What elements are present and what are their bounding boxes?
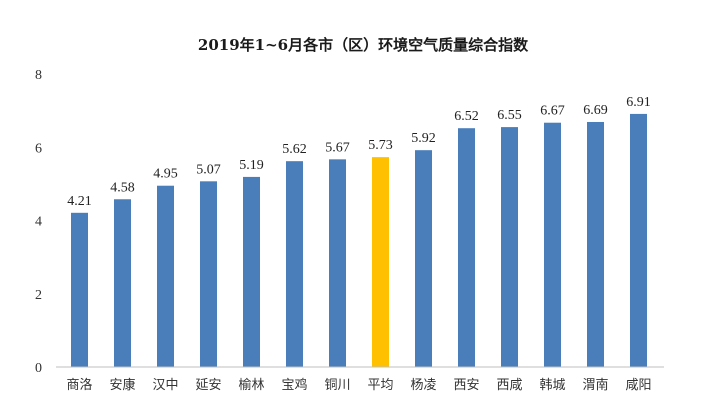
x-tick-label: 杨凌 bbox=[410, 378, 436, 393]
x-tick-label: 商洛 bbox=[66, 378, 92, 393]
data-label: 5.62 bbox=[282, 142, 307, 157]
data-label: 6.67 bbox=[540, 104, 565, 119]
x-tick-label: 西咸 bbox=[496, 378, 522, 393]
data-label: 6.91 bbox=[626, 95, 651, 110]
data-label: 4.21 bbox=[67, 194, 92, 209]
data-label: 6.69 bbox=[583, 103, 608, 118]
bar bbox=[286, 161, 303, 367]
bar bbox=[415, 150, 432, 367]
y-tick-label: 6 bbox=[35, 141, 42, 156]
bar bbox=[587, 121, 604, 367]
bars bbox=[71, 113, 647, 368]
y-tick-label: 4 bbox=[35, 215, 42, 230]
bar bbox=[243, 176, 260, 367]
data-label: 4.58 bbox=[110, 180, 135, 195]
bar bbox=[71, 212, 88, 367]
bar bbox=[501, 127, 518, 367]
bar bbox=[114, 199, 131, 367]
bar bbox=[458, 128, 475, 367]
x-tick-label: 铜川 bbox=[324, 378, 350, 393]
x-tick-label: 榆林 bbox=[238, 378, 264, 393]
x-tick-label: 延安 bbox=[195, 378, 221, 393]
bar bbox=[630, 113, 647, 367]
y-tick-label: 8 bbox=[35, 68, 42, 83]
chart-title: 2019年1~6月各市（区）环境空气质量综合指数 bbox=[198, 36, 529, 54]
x-tick-label: 汉中 bbox=[152, 378, 178, 393]
bar bbox=[329, 159, 346, 367]
data-label: 5.67 bbox=[325, 140, 350, 155]
x-axis: 商洛 安康 汉中 延安 榆林 宝鸡 铜川 平均 杨凌 西安 西咸 韩城 渭南 咸阳 bbox=[56, 366, 664, 393]
data-label: 5.73 bbox=[368, 138, 393, 153]
bar-average bbox=[372, 157, 389, 367]
y-tick-label: 2 bbox=[35, 288, 42, 303]
x-tick-label: 平均 bbox=[367, 378, 393, 393]
bar bbox=[544, 122, 561, 368]
x-tick-label: 韩城 bbox=[539, 378, 565, 393]
data-labels: 4.21 4.58 4.95 5.07 5.19 5.62 5.67 5.73 5.92 6.52… bbox=[67, 95, 651, 209]
data-label: 5.07 bbox=[196, 162, 221, 177]
y-tick-label: 0 bbox=[35, 361, 42, 376]
data-label: 6.55 bbox=[497, 108, 522, 123]
data-label: 4.95 bbox=[153, 167, 178, 182]
y-axis: 0 2 4 6 8 bbox=[35, 68, 42, 376]
x-tick-label: 渭南 bbox=[582, 377, 608, 393]
data-label: 5.19 bbox=[239, 158, 264, 173]
data-label: 6.52 bbox=[454, 109, 479, 124]
x-tick-label: 安康 bbox=[109, 377, 135, 393]
x-tick-label: 宝鸡 bbox=[281, 377, 307, 393]
bar bbox=[157, 185, 174, 367]
bar bbox=[200, 181, 217, 367]
data-label: 5.92 bbox=[411, 131, 436, 146]
x-tick-label: 咸阳 bbox=[625, 378, 651, 393]
x-tick-label: 西安 bbox=[453, 378, 479, 393]
